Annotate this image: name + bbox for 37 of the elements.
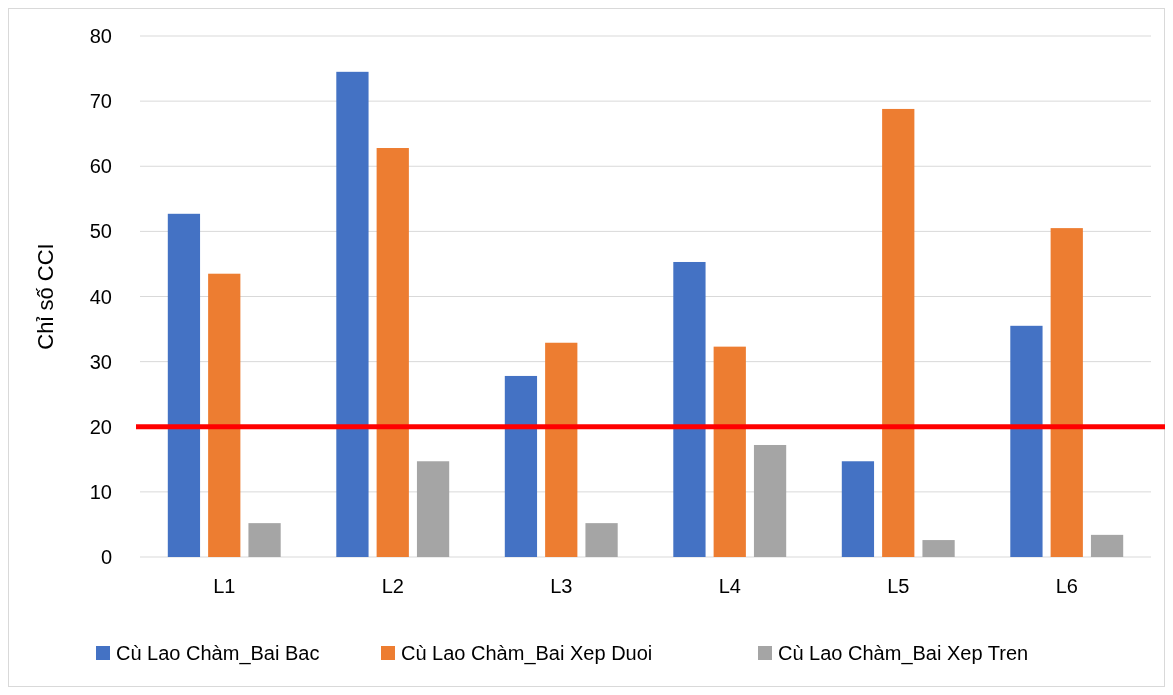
x-tick-label: L1 <box>213 575 236 597</box>
bar <box>713 346 746 557</box>
bar <box>882 108 915 557</box>
bar <box>673 261 706 557</box>
bar <box>545 342 578 557</box>
y-tick-label: 0 <box>100 546 112 568</box>
y-tick-label: 20 <box>89 415 112 438</box>
bar <box>504 375 538 557</box>
bar <box>753 444 787 557</box>
legend-label: Cù Lao Chàm_Bai Bac <box>116 642 320 665</box>
bar <box>841 461 875 557</box>
y-tick-label: 50 <box>89 220 112 243</box>
bar <box>1010 325 1043 557</box>
bar <box>376 148 409 557</box>
x-tick-label: L5 <box>887 575 910 597</box>
legend-label: Cù Lao Chàm_Bai Xep Duoi <box>401 642 653 665</box>
x-tick-label: L6 <box>1055 575 1078 597</box>
bar <box>208 273 241 557</box>
legend-label: Cù Lao Chàm_Bai Xep Tren <box>778 642 1029 665</box>
x-tick-label: L3 <box>550 575 573 597</box>
x-tick-label: L2 <box>381 575 404 597</box>
y-tick-label: 60 <box>89 155 112 178</box>
bar <box>585 523 618 557</box>
y-axis-title: Chỉ số CCI <box>33 243 58 350</box>
bar <box>416 461 450 557</box>
y-tick-label: 80 <box>89 25 112 47</box>
y-tick-label: 10 <box>89 480 112 503</box>
y-tick-label: 30 <box>89 350 112 373</box>
bar <box>922 540 955 557</box>
x-tick-label: L4 <box>718 575 741 597</box>
bar <box>1050 228 1083 557</box>
y-tick-label: 40 <box>89 285 112 308</box>
bar <box>336 71 369 557</box>
y-tick-label: 70 <box>89 90 112 113</box>
bar <box>167 213 201 557</box>
bar <box>1090 534 1124 557</box>
bar <box>248 523 281 557</box>
